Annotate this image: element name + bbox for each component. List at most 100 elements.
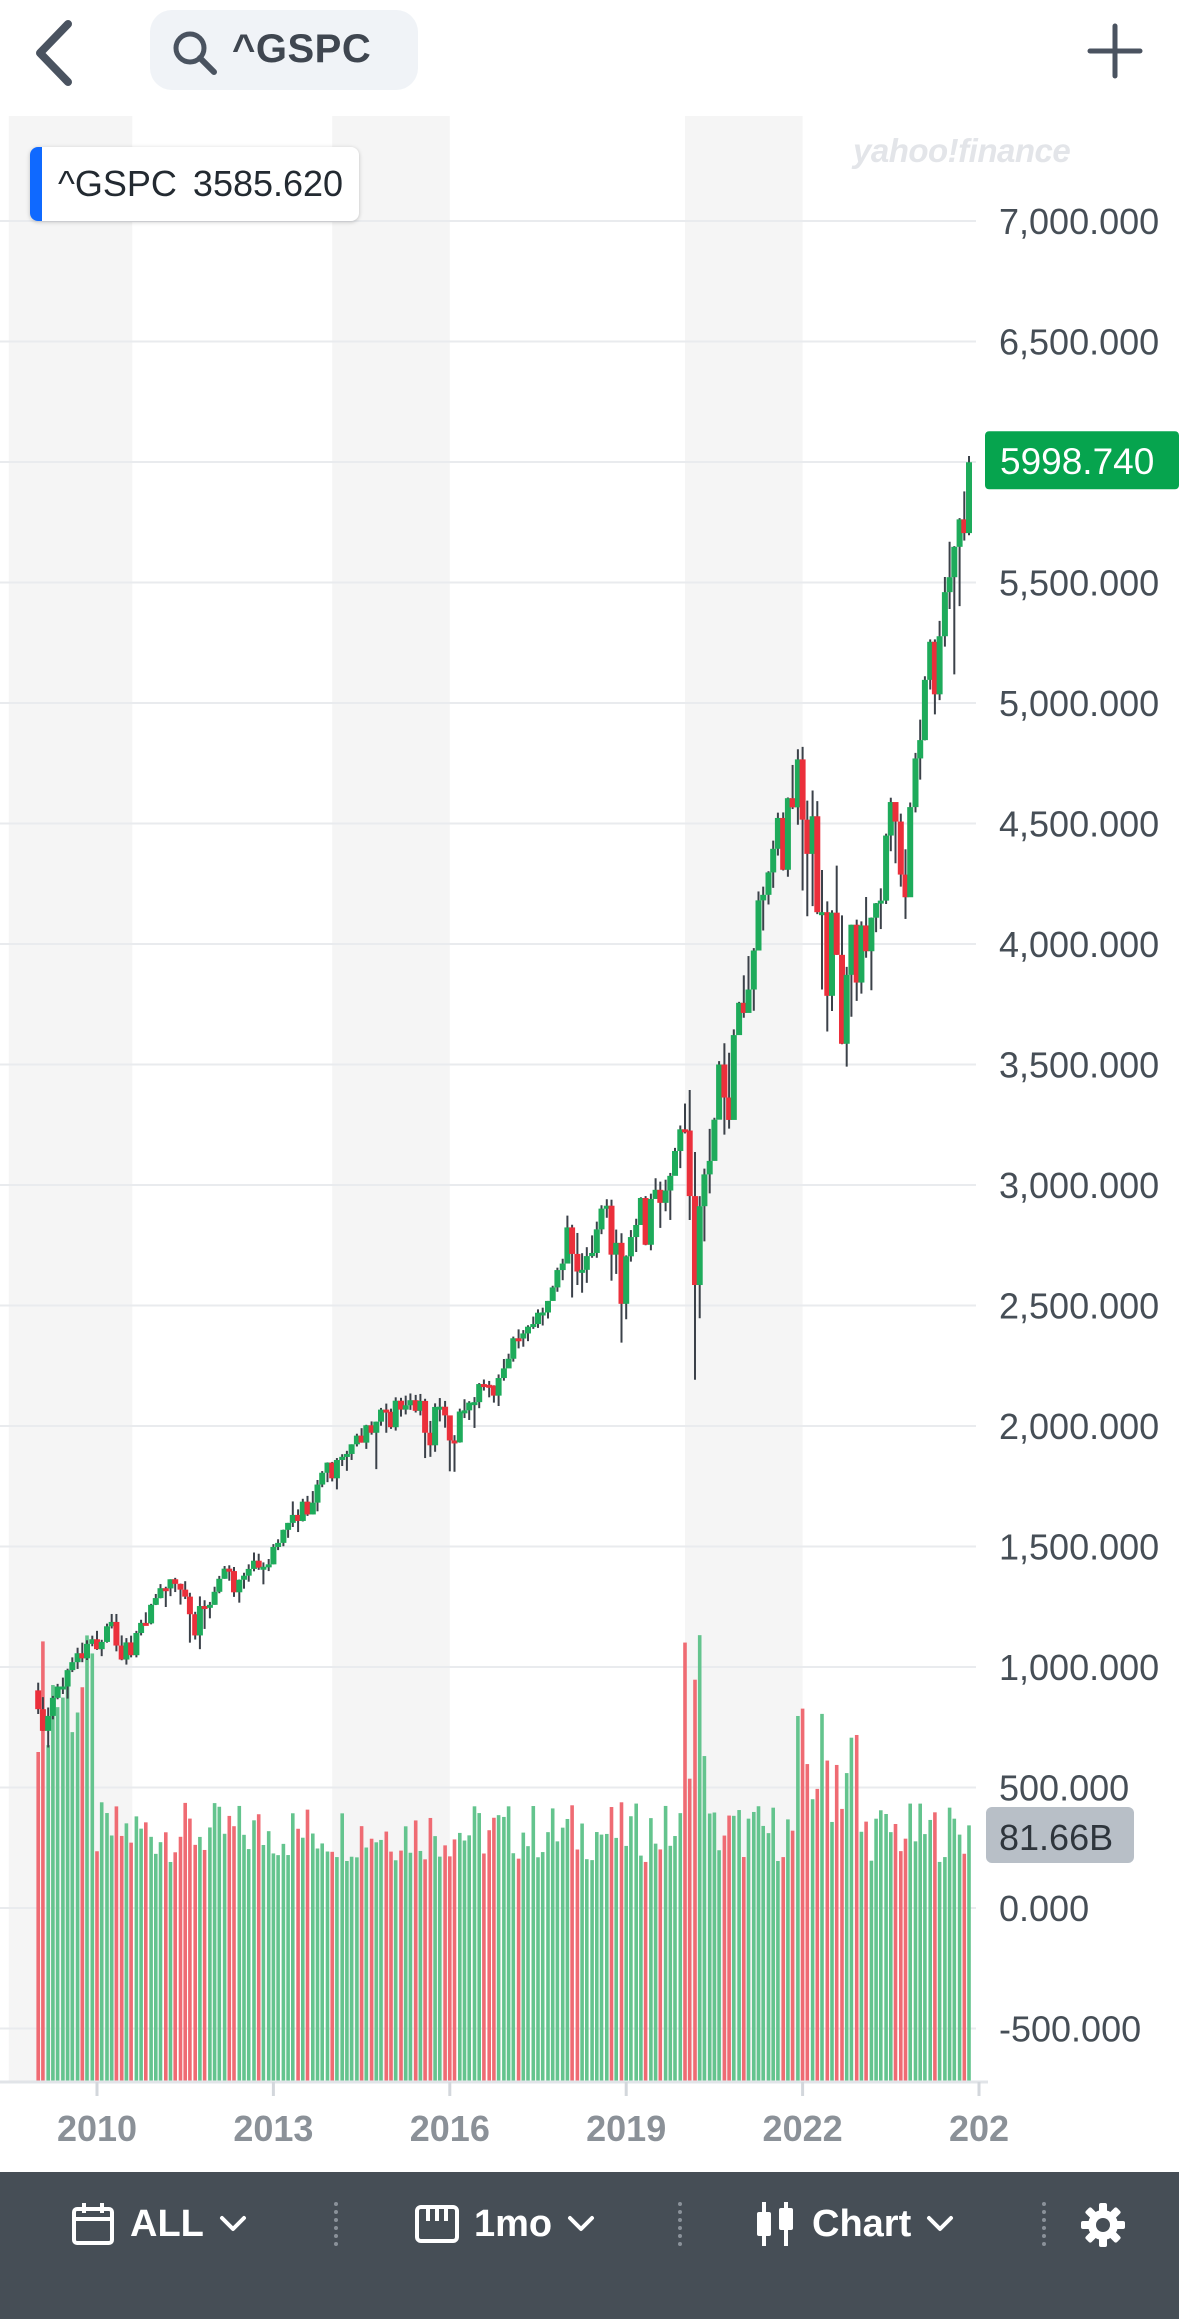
candle-body xyxy=(760,894,767,901)
candle-body xyxy=(329,1462,336,1479)
volume-bar xyxy=(937,1861,942,2082)
bottom-toolbar: ALL 1mo Chart xyxy=(0,2172,1179,2319)
candle-body xyxy=(339,1456,346,1460)
volume-bar xyxy=(340,1813,344,2082)
candle-body xyxy=(49,1697,56,1716)
volume-bar xyxy=(369,1838,374,2082)
volume-bar xyxy=(448,1856,452,2082)
y-tick-label: 2,000.000 xyxy=(999,1406,1159,1447)
volume-bar xyxy=(418,1850,423,2082)
volume-bar xyxy=(482,1853,486,2082)
candle-body xyxy=(250,1560,257,1569)
candle-body xyxy=(921,679,928,741)
candle-body xyxy=(255,1560,262,1568)
candle-body xyxy=(770,848,777,873)
candle-body xyxy=(348,1444,355,1454)
candle-body xyxy=(520,1333,527,1339)
range-selector[interactable]: ALL xyxy=(70,2172,262,2276)
volume-bar xyxy=(903,1838,908,2082)
chart-type-selector[interactable]: Chart xyxy=(752,2172,969,2276)
search-box[interactable]: ^GSPC xyxy=(150,10,418,90)
candle-body xyxy=(951,546,958,578)
chart-type-label: Chart xyxy=(812,2202,912,2245)
volume-bar xyxy=(869,1860,874,2082)
candle-body xyxy=(309,1502,316,1515)
back-button[interactable] xyxy=(28,18,88,88)
candle-body xyxy=(221,1568,228,1579)
volume-bar xyxy=(173,1852,178,2082)
y-tick-label: 500.000 xyxy=(999,1768,1129,1809)
volume-bar xyxy=(746,1818,751,2082)
candle-body xyxy=(784,798,791,870)
candle-body xyxy=(442,1406,449,1416)
candle-body xyxy=(897,821,904,875)
candle-body xyxy=(133,1633,140,1656)
chart-area[interactable]: 2010 2013 2016 2019 2022 202 7,000.000 6,500.00… xyxy=(0,116,1179,2172)
volume-bar xyxy=(492,1817,496,2082)
volume-bar xyxy=(359,1826,364,2082)
candle-body xyxy=(554,1270,561,1288)
candlestick-chart[interactable]: 2010 2013 2016 2019 2022 202 7,000.000 6,500.00… xyxy=(0,116,1179,2172)
volume-bar xyxy=(227,1815,232,2082)
volume-bar xyxy=(643,1861,648,2082)
candle-body xyxy=(436,1406,443,1410)
volume-bar xyxy=(109,1835,114,2082)
candle-body xyxy=(343,1453,350,1457)
volume-bar xyxy=(349,1856,354,2082)
interval-selector[interactable]: 1mo xyxy=(414,2172,610,2276)
candle-body xyxy=(94,1639,100,1650)
candle-body xyxy=(201,1606,208,1610)
volume-bar xyxy=(438,1856,442,2082)
volume-bar xyxy=(790,1830,795,2082)
volume-bar xyxy=(560,1827,565,2082)
volume-bar xyxy=(345,1860,349,2082)
candle-body xyxy=(765,872,772,895)
range-label: ALL xyxy=(130,2202,204,2245)
volume-bar xyxy=(41,1641,45,2082)
volume-bar xyxy=(232,1826,236,2082)
last-price-label: 5998.740 xyxy=(1000,441,1154,482)
candle-body xyxy=(657,1189,664,1203)
y-tick-label: 5,500.000 xyxy=(999,563,1159,604)
volume-bar xyxy=(540,1852,545,2082)
volume-bar xyxy=(756,1806,761,2082)
volume-bar xyxy=(933,1812,937,2082)
volume-bar xyxy=(742,1857,746,2082)
candle-body xyxy=(627,1237,634,1257)
candle-body xyxy=(794,759,801,808)
gear-icon xyxy=(1081,2203,1125,2247)
volume-bar xyxy=(913,1841,918,2082)
candle-body xyxy=(917,740,924,759)
candle-body xyxy=(446,1415,453,1441)
add-button[interactable] xyxy=(1082,18,1148,84)
candle-body xyxy=(853,924,860,983)
volume-bar xyxy=(884,1813,888,2082)
settings-button[interactable] xyxy=(1080,2202,1126,2253)
candle-body xyxy=(589,1252,596,1257)
candle-body xyxy=(966,462,973,534)
volume-bar xyxy=(193,1844,197,2082)
volume-bar xyxy=(296,1828,300,2082)
candle-body xyxy=(515,1338,522,1342)
candle-body xyxy=(559,1263,566,1271)
volume-bar xyxy=(928,1819,932,2082)
volume-bar xyxy=(653,1843,658,2082)
chart-legend: ^GSPC 3585.620 xyxy=(30,147,360,221)
candle-body xyxy=(216,1578,223,1592)
volume-bar xyxy=(202,1849,207,2082)
candle-body xyxy=(549,1287,556,1301)
y-tick-label: 5,000.000 xyxy=(999,683,1159,724)
candle-body xyxy=(402,1405,409,1410)
volume-bar xyxy=(923,1834,927,2082)
volume-bar xyxy=(467,1835,472,2082)
volume-bar xyxy=(526,1846,530,2082)
candle-body xyxy=(544,1300,551,1313)
volume-bar xyxy=(105,1813,109,2082)
volume-bar xyxy=(271,1853,276,2082)
candle-body xyxy=(912,758,919,808)
volume-bar xyxy=(310,1833,315,2082)
candle-body xyxy=(662,1190,669,1203)
candle-body xyxy=(54,1686,61,1698)
candle-body xyxy=(927,641,934,680)
volume-bar xyxy=(943,1857,947,2082)
